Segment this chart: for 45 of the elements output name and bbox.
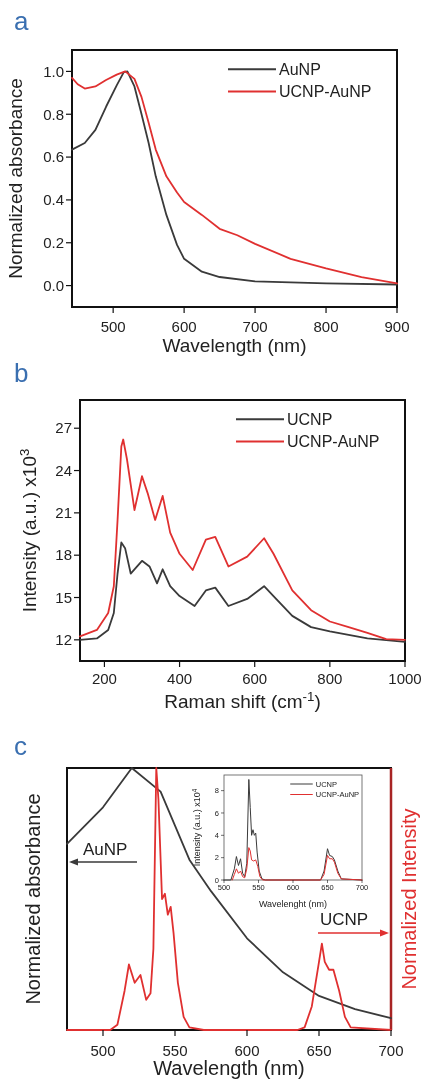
y-tick-label: 12 xyxy=(55,631,72,649)
x-tick-label: 600 xyxy=(234,1042,260,1059)
y-tick-label: 0.2 xyxy=(43,234,64,251)
y-tick-label: 0.4 xyxy=(43,191,64,209)
y-tick-label: 24 xyxy=(55,461,72,479)
y-tick-label: 18 xyxy=(55,546,72,564)
legend-label: UCNP-AuNP xyxy=(287,433,380,451)
x-tick-label: 700 xyxy=(378,1042,404,1059)
y-tick-label: 27 xyxy=(55,419,72,437)
x-axis-title: Raman shift (cm$^{-1}$) xyxy=(164,688,321,712)
annotation: AuNP xyxy=(83,840,128,859)
x-tick-label: 1000 xyxy=(388,670,422,687)
legend-label: UCNP xyxy=(287,410,333,428)
x-axis-title: Wavelength (nm) xyxy=(162,335,307,356)
y-axis-title: Normalized absorbance xyxy=(22,793,44,1005)
y-tick-label: 21 xyxy=(55,504,72,522)
x-tick-label: 400 xyxy=(167,670,193,687)
legend-label: AuNP xyxy=(279,60,321,78)
x-tick-label: 900 xyxy=(384,318,410,335)
y-axis-title: Normalized absorbance xyxy=(5,78,26,279)
chart-title: b xyxy=(14,358,29,388)
line-series xyxy=(79,541,406,643)
x-tick-label: 650 xyxy=(306,1042,332,1059)
x-tick-label: 800 xyxy=(313,318,339,335)
x-tick-label: 200 xyxy=(91,670,117,687)
y-tick-label: 1.0 xyxy=(43,62,64,80)
annotation: UCNP xyxy=(320,910,369,929)
x-tick-label: 600 xyxy=(171,318,197,335)
x-tick-label: 800 xyxy=(317,670,343,687)
line-series xyxy=(231,847,363,881)
chart-title: a xyxy=(14,6,29,36)
x-tick-label: 600 xyxy=(242,670,268,687)
y-tick-label: 0.8 xyxy=(43,105,64,123)
x-axis-title: Wavelenght (nm) xyxy=(258,899,328,909)
x-axis-title: Wavelength (nm) xyxy=(153,1057,305,1079)
x-tick-label: 550 xyxy=(162,1042,188,1059)
y2-axis-title: Normalized Intensity xyxy=(398,808,420,990)
y-tick-label: 0.6 xyxy=(43,148,64,166)
x-tick-label: 500 xyxy=(100,318,126,335)
x-tick-label: 500 xyxy=(90,1042,116,1059)
x-tick-label: 700 xyxy=(242,318,268,335)
y-tick-label: 15 xyxy=(55,588,72,606)
y-tick-label: 0.0 xyxy=(43,276,64,294)
legend-label: UCNP-AuNP xyxy=(279,83,372,101)
chart-title: c xyxy=(14,731,27,761)
